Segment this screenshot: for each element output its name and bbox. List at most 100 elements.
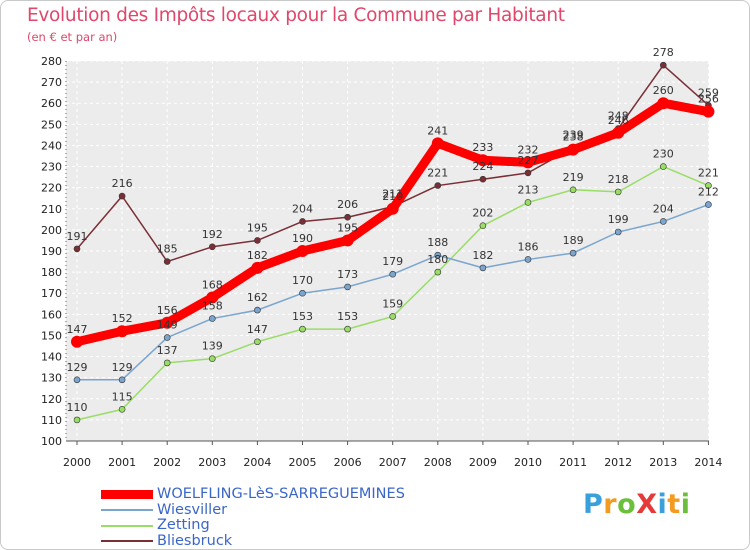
legend-item: Zetting xyxy=(101,518,405,534)
x-tick-label: 2008 xyxy=(424,456,452,469)
data-point xyxy=(659,61,667,69)
legend-label: Zetting xyxy=(157,517,210,534)
data-label: 152 xyxy=(112,312,133,325)
data-label: 246 xyxy=(608,114,629,127)
data-point xyxy=(118,406,126,413)
data-label: 162 xyxy=(247,291,268,304)
y-tick-label: 220 xyxy=(41,182,62,195)
y-tick-label: 110 xyxy=(41,414,62,427)
y-tick-label: 180 xyxy=(41,266,62,279)
data-label: 239 xyxy=(563,129,584,142)
data-label: 190 xyxy=(292,232,313,245)
data-label: 191 xyxy=(67,230,88,243)
y-tick-label: 270 xyxy=(41,76,62,89)
data-label: 189 xyxy=(563,234,584,247)
data-label: 168 xyxy=(202,278,223,291)
data-label: 195 xyxy=(247,221,268,234)
y-tick-label: 150 xyxy=(41,329,62,342)
data-point xyxy=(344,325,351,333)
data-label: 248 xyxy=(608,110,629,123)
data-point xyxy=(389,270,397,278)
data-label: 241 xyxy=(427,124,448,137)
data-point xyxy=(657,97,670,110)
y-tick-label: 280 xyxy=(41,55,62,68)
data-label: 206 xyxy=(337,198,358,211)
legend-label: Bliesbruck xyxy=(157,532,233,549)
data-label: 204 xyxy=(292,202,313,215)
data-point xyxy=(389,313,397,320)
data-point xyxy=(163,359,171,367)
data-label: 259 xyxy=(698,86,719,99)
data-label: 173 xyxy=(337,268,358,281)
data-point xyxy=(705,182,712,189)
legend-label: Wiesviller xyxy=(157,501,228,518)
data-point xyxy=(116,325,129,338)
data-label: 159 xyxy=(382,297,403,310)
data-point xyxy=(251,261,264,274)
y-tick-label: 200 xyxy=(41,224,62,237)
data-point xyxy=(479,222,487,229)
data-point xyxy=(431,137,444,150)
legend-swatch xyxy=(101,490,153,500)
data-label: 227 xyxy=(518,154,539,167)
data-label: 256 xyxy=(698,93,719,106)
y-tick-label: 190 xyxy=(41,245,62,258)
x-tick-label: 2011 xyxy=(559,456,587,469)
data-label: 139 xyxy=(202,340,223,353)
data-label: 233 xyxy=(472,141,493,154)
x-tick-label: 2012 xyxy=(604,456,632,469)
data-point xyxy=(341,234,354,247)
data-point xyxy=(569,186,577,194)
x-tick-label: 2000 xyxy=(63,456,91,469)
proxiti-logo: ProXiti xyxy=(583,489,691,520)
data-label: 156 xyxy=(157,304,178,317)
data-point xyxy=(434,182,442,189)
data-label: 221 xyxy=(427,167,448,180)
y-tick-label: 230 xyxy=(41,161,62,174)
data-point xyxy=(702,105,715,118)
data-point xyxy=(344,283,351,291)
x-tick-label: 2005 xyxy=(289,456,317,469)
data-label: 182 xyxy=(472,249,493,262)
data-label: 147 xyxy=(67,323,88,336)
chart-legend: WOELFLING-LèS-SARREGUEMINES Wiesviller Zet… xyxy=(101,487,405,549)
data-point xyxy=(659,218,667,225)
data-label: 211 xyxy=(382,188,403,201)
data-label: 216 xyxy=(112,177,133,190)
data-label: 232 xyxy=(518,143,539,156)
x-tick-label: 2007 xyxy=(379,456,407,469)
data-point xyxy=(254,237,261,244)
data-point xyxy=(254,306,261,314)
data-point xyxy=(163,334,171,341)
data-label: 199 xyxy=(608,213,629,226)
data-label: 218 xyxy=(608,173,629,186)
data-point xyxy=(524,199,532,206)
data-point xyxy=(118,192,126,200)
data-point xyxy=(161,316,174,329)
data-point xyxy=(524,169,532,177)
y-tick-label: 140 xyxy=(41,351,62,364)
data-label: 158 xyxy=(202,300,223,313)
data-point xyxy=(479,264,487,272)
data-label: 149 xyxy=(157,319,178,332)
x-tick-label: 2004 xyxy=(243,456,271,469)
y-tick-label: 250 xyxy=(41,118,62,131)
data-label: 179 xyxy=(382,255,403,268)
data-point xyxy=(569,249,577,257)
y-tick-label: 240 xyxy=(41,139,62,152)
y-tick-label: 170 xyxy=(41,287,62,300)
data-label: 192 xyxy=(202,228,223,241)
chart-title: Evolution des Impôts locaux pour la Comm… xyxy=(27,5,565,26)
data-label: 170 xyxy=(292,274,313,287)
data-label: 153 xyxy=(292,310,313,323)
legend-label: WOELFLING-LèS-SARREGUEMINES xyxy=(157,486,405,503)
data-label: 180 xyxy=(427,253,448,266)
data-point xyxy=(614,228,622,236)
data-label: 188 xyxy=(427,236,448,249)
data-label: 137 xyxy=(157,344,178,357)
data-label: 219 xyxy=(563,171,584,184)
x-tick-label: 2009 xyxy=(469,456,497,469)
data-point xyxy=(71,335,83,348)
